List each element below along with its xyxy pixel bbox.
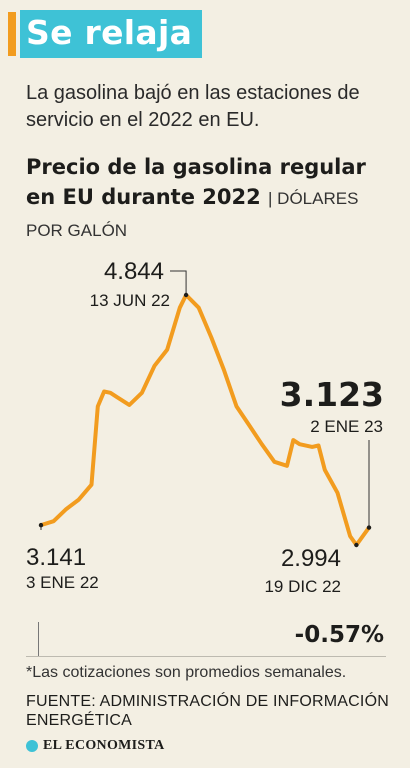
min-date-label: 19 DIC 22 [264, 577, 341, 596]
title-box [20, 10, 202, 58]
last-date-label: 2 ENE 23 [310, 417, 383, 436]
header-accent [8, 12, 16, 56]
source-text: FUENTE: ADMINISTRACIÓN DE INFORMACIÓN EN… [26, 693, 389, 729]
chart-units-text: DÓLARES POR GALÓN [26, 189, 359, 240]
header-bar: Se relaja [0, 10, 410, 58]
chart-title: Precio de la gasolina regular en EU dura… [26, 152, 396, 246]
plot-area [39, 293, 371, 547]
first-date-label: 3 ENE 22 [26, 573, 99, 592]
max-point-dot [183, 292, 189, 298]
last-value-label: 3.123 [280, 375, 384, 414]
change-value: -0.57% [294, 622, 384, 648]
change-row: -0.57% [26, 622, 386, 657]
last-point-dot [366, 525, 372, 530]
change-tick [38, 622, 39, 656]
max-value-label: 4.844 [104, 258, 164, 285]
brand-logo-icon [26, 740, 38, 752]
first-value-label: 3.141 [26, 544, 86, 571]
price-series-line [39, 293, 371, 547]
annotations: 4.844 13 JUN 22 3.123 2 ENE 23 3.141 3 ENE 22… [26, 258, 384, 596]
brand: EL ECONOMISTA [26, 736, 165, 756]
brand-name: EL ECONOMISTA [43, 738, 165, 753]
page-title: Se relaja [26, 13, 193, 52]
chart-title-text: Precio de la gasolina regular en EU dura… [26, 155, 366, 209]
first-point-dot [38, 522, 44, 528]
price-line-chart: 4.844 13 JUN 22 3.123 2 ENE 23 3.141 3 ENE 22… [26, 258, 384, 596]
footnote: *Las cotizaciones son promedios semanale… [26, 664, 347, 681]
chart-units: | DÓLARES POR GALÓN [26, 189, 359, 240]
max-leader-line [170, 270, 187, 295]
max-date-label: 13 JUN 22 [90, 291, 170, 310]
min-point-dot [354, 542, 359, 548]
subtitle: La gasolina bajó en las estaciones de se… [26, 82, 360, 131]
min-value-label: 2.994 [281, 545, 341, 572]
